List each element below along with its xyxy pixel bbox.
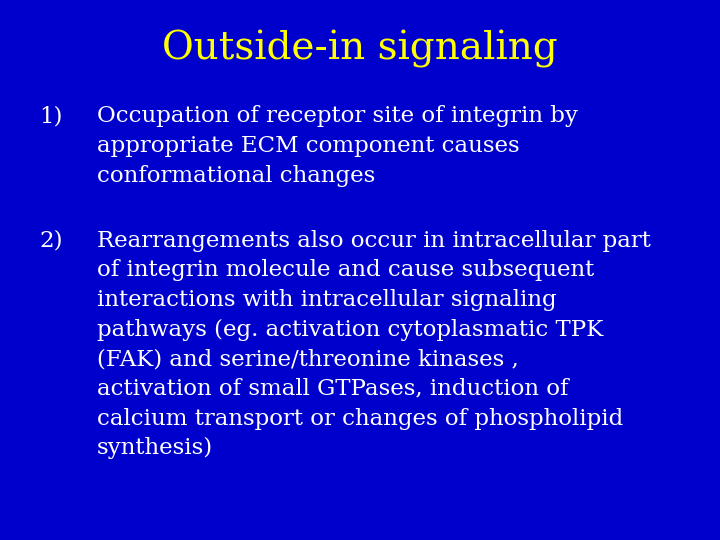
Text: Occupation of receptor site of integrin by
appropriate ECM component causes
conf: Occupation of receptor site of integrin …: [97, 105, 578, 187]
Text: Outside-in signaling: Outside-in signaling: [162, 30, 558, 68]
Text: Rearrangements also occur in intracellular part
of integrin molecule and cause s: Rearrangements also occur in intracellul…: [97, 230, 651, 460]
Text: 2): 2): [40, 230, 63, 252]
Text: 1): 1): [40, 105, 63, 127]
